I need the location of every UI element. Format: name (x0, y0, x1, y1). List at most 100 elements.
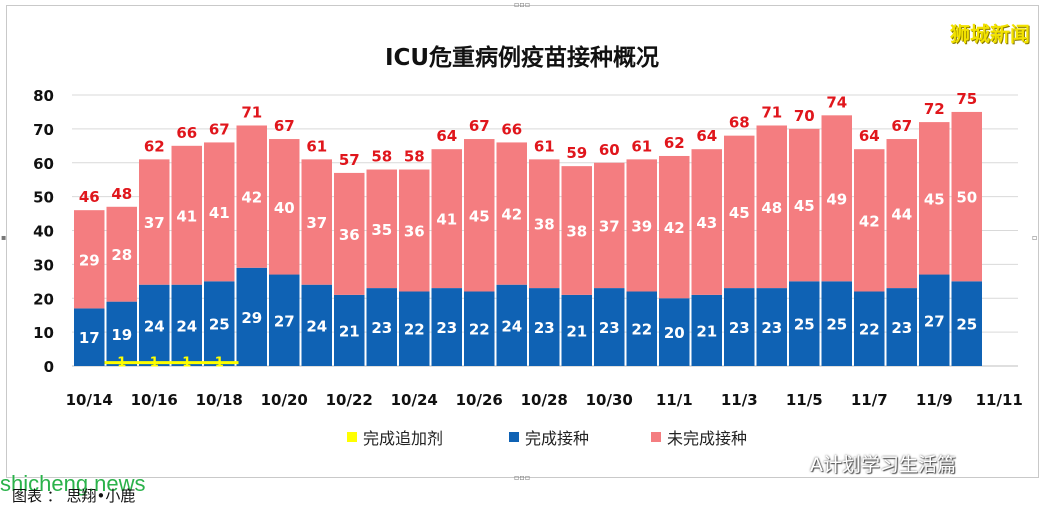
wechat-icon (780, 455, 804, 472)
chart-plot: 0 10 20 30 40 50 60 70 80 17 29 46 19 28 48 24 37 62 24 41 6… (33, 87, 1023, 409)
data-label-total: 62 (664, 134, 685, 152)
data-label-total: 71 (761, 103, 782, 121)
bar-incomplete (301, 159, 332, 285)
x-tick-label: 10/14 (66, 391, 113, 409)
data-label-total: 57 (339, 151, 360, 169)
x-tick-label: 10/28 (521, 391, 568, 409)
data-label-incomplete: 28 (111, 246, 132, 264)
bar-incomplete (529, 159, 560, 289)
y-tick-label: 30 (33, 256, 54, 274)
data-label-booster: 1 (150, 356, 159, 371)
y-tick-label: 80 (33, 87, 54, 105)
data-label-booster: 1 (215, 356, 224, 371)
data-label-complete: 23 (761, 319, 782, 337)
data-label-incomplete: 41 (176, 207, 197, 225)
bar-incomplete (204, 142, 235, 282)
data-label-complete: 27 (924, 312, 945, 330)
data-label-total: 58 (404, 148, 425, 166)
y-tick-label: 40 (33, 223, 54, 241)
y-tick-label: 50 (33, 189, 54, 207)
data-label-incomplete: 43 (696, 214, 717, 232)
data-label-total: 70 (794, 107, 815, 125)
data-label-complete: 25 (794, 316, 815, 334)
resize-handle-right[interactable]: ▫ (1032, 233, 1038, 242)
bar-complete (561, 294, 592, 366)
data-label-total: 74 (826, 93, 847, 111)
legend-label-incomplete: 未完成接种 (667, 429, 748, 448)
data-label-incomplete: 48 (761, 199, 782, 217)
data-label-complete: 23 (436, 319, 457, 337)
data-label-incomplete: 44 (891, 206, 912, 224)
data-label-incomplete: 50 (956, 189, 977, 207)
data-label-complete: 19 (111, 326, 132, 344)
data-label-incomplete: 37 (144, 214, 165, 232)
bar-incomplete (366, 169, 397, 289)
data-label-complete: 23 (371, 319, 392, 337)
bar-incomplete (74, 210, 105, 309)
data-label-complete: 23 (729, 319, 750, 337)
data-label-incomplete: 45 (469, 207, 490, 225)
bar-incomplete (431, 149, 462, 289)
data-label-incomplete: 38 (566, 223, 587, 241)
data-label-complete: 29 (241, 309, 262, 327)
data-label-total: 64 (696, 127, 717, 145)
data-label-complete: 21 (566, 322, 587, 340)
x-tick-label: 11/7 (851, 391, 888, 409)
data-label-total: 66 (176, 124, 197, 142)
data-label-incomplete: 42 (241, 189, 262, 207)
bar-incomplete (139, 159, 170, 285)
data-label-incomplete: 29 (79, 251, 100, 269)
data-label-total: 48 (111, 185, 132, 203)
y-tick-label: 70 (33, 121, 54, 139)
data-label-total: 71 (241, 103, 262, 121)
data-label-complete: 23 (891, 319, 912, 337)
data-label-complete: 22 (404, 321, 425, 339)
data-label-incomplete: 45 (794, 197, 815, 215)
legend-item-complete: 完成接种 (509, 426, 589, 448)
data-label-complete: 20 (664, 324, 685, 342)
data-label-total: 61 (306, 137, 327, 155)
bar-incomplete (106, 206, 137, 302)
bar-incomplete (789, 128, 820, 282)
resize-handle-top[interactable]: ▫▫▫ (514, 0, 531, 9)
x-tick-label: 10/26 (456, 391, 503, 409)
data-label-incomplete: 39 (631, 217, 652, 235)
data-label-incomplete: 45 (924, 190, 945, 208)
data-label-complete: 24 (176, 317, 197, 335)
x-tick-label: 10/30 (586, 391, 633, 409)
data-label-total: 58 (371, 148, 392, 166)
y-tick-label: 0 (44, 358, 54, 376)
bar-complete (431, 288, 462, 366)
data-label-total: 61 (631, 137, 652, 155)
bar-incomplete (561, 166, 592, 295)
bar-incomplete (236, 125, 267, 268)
data-label-complete: 23 (534, 319, 555, 337)
bar-complete (756, 288, 787, 366)
x-tick-label: 11/5 (786, 391, 823, 409)
resize-handle-left[interactable]: ▪ (1, 233, 7, 242)
bar-complete (594, 288, 625, 366)
bar-incomplete (886, 139, 917, 289)
bar-complete (334, 294, 365, 366)
data-label-incomplete: 40 (274, 199, 295, 217)
data-label-total: 64 (436, 127, 457, 145)
bar-complete (236, 267, 267, 366)
x-tick-label: 11/3 (721, 391, 758, 409)
bar-complete (529, 288, 560, 366)
bar-incomplete (399, 169, 430, 292)
data-label-total: 66 (501, 120, 522, 138)
data-label-total: 67 (209, 120, 230, 138)
data-label-complete: 24 (501, 317, 522, 335)
bar-incomplete (496, 142, 527, 285)
bar-incomplete (171, 145, 202, 285)
resize-handle-bottom[interactable]: ▫▫▫ (514, 473, 531, 482)
y-tick-label: 60 (33, 155, 54, 173)
data-label-total: 67 (891, 117, 912, 135)
bar-incomplete (951, 111, 982, 282)
legend-swatch-booster (347, 432, 357, 442)
bar-complete (74, 308, 105, 366)
bar-complete (854, 291, 885, 366)
x-tick-label: 10/20 (261, 391, 308, 409)
data-label-incomplete: 42 (859, 212, 880, 230)
x-tick-label: 11/11 (976, 391, 1023, 409)
